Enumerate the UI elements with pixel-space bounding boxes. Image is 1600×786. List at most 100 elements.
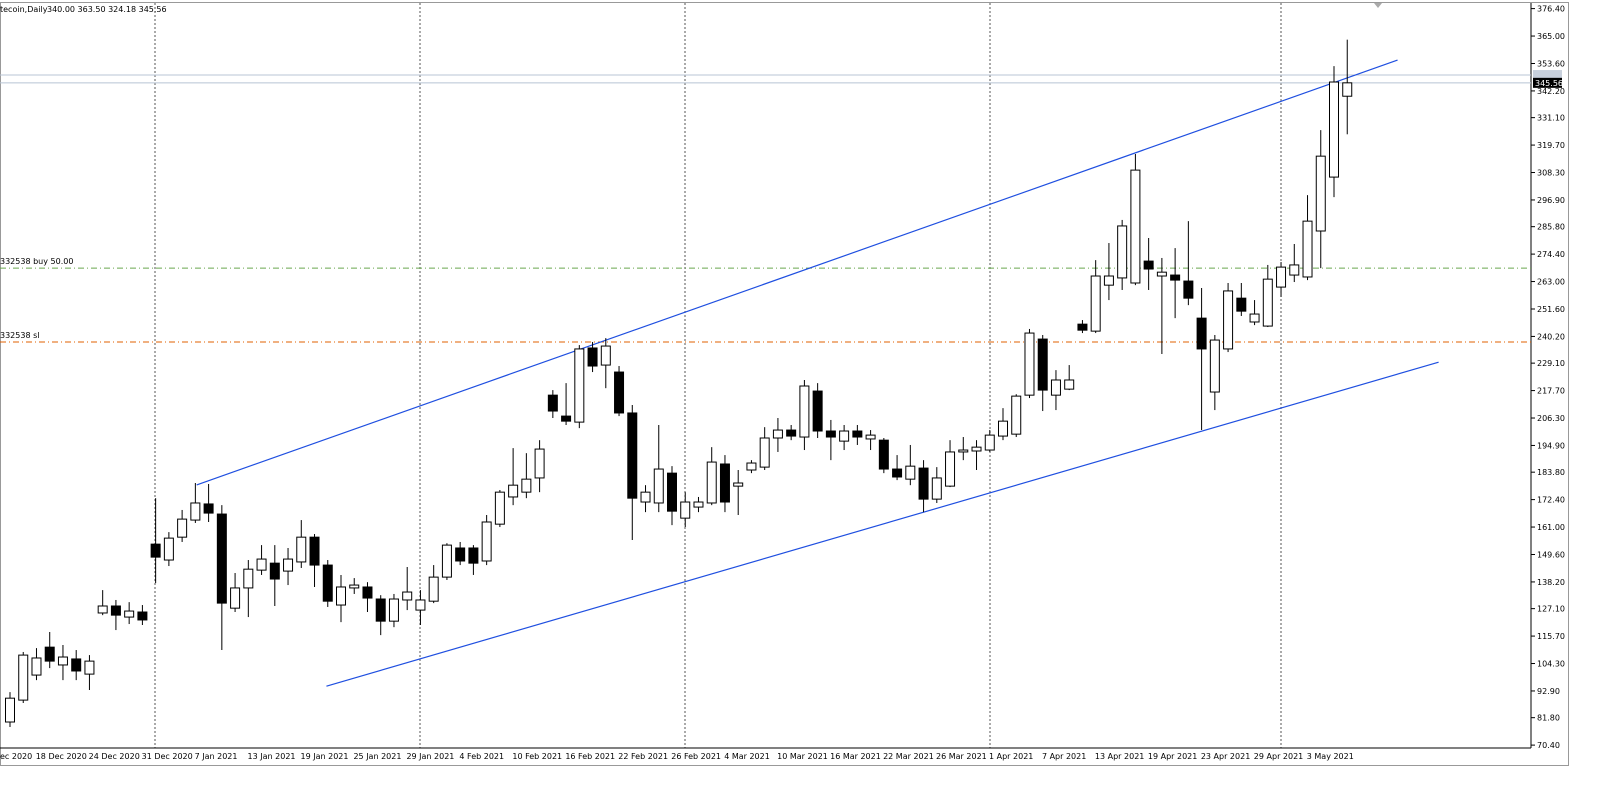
candle-body [230,587,241,609]
candle-body [931,477,942,500]
candle-body [243,568,254,589]
y-tick-label: 240.20 [1537,332,1565,341]
x-tick-label: 13 Jan 2021 [248,752,296,761]
candle-body [1077,323,1088,331]
x-tick-label: 16 Feb 2021 [565,752,615,761]
candle-body [772,429,783,439]
x-tick-label: 26 Mar 2021 [936,752,987,761]
candle-body [322,564,333,602]
candle-body [1302,220,1313,278]
candle-body [984,434,995,451]
candle-body [44,646,55,662]
candle-body [1156,271,1167,277]
y-tick-label: 183.80 [1537,468,1565,477]
x-tick-label: 26 Feb 2021 [671,752,721,761]
x-tick-label: 19 Apr 2021 [1148,752,1197,761]
x-tick-label: 10 Mar 2021 [777,752,828,761]
x-tick-label: 7 Apr 2021 [1042,752,1086,761]
candle-body [706,461,717,504]
ohlc-info: 340.00 363.50 324.18 345.56 [47,5,167,14]
candle-body [905,465,916,480]
y-tick-label: 115.70 [1537,632,1565,641]
y-tick-label: 251.60 [1537,305,1565,314]
candle-body [1315,155,1326,232]
trendline [196,59,1398,486]
x-tick-label: 31 Dec 2020 [142,752,193,761]
y-tick-label: 229.10 [1537,359,1565,368]
candle-body [455,547,466,562]
candle-body [1090,275,1101,332]
x-tick-label: ec 2020 [0,752,32,761]
candle-body [362,586,373,599]
candle-body [693,501,704,508]
candle-body [1329,81,1339,178]
candle-body [667,472,677,512]
candle-body [998,420,1008,437]
candle-body [124,610,135,618]
candle-body [627,412,638,499]
candle-body [415,599,426,611]
candle-body [1236,297,1247,312]
candle-body [1262,278,1273,327]
candle-body [309,536,320,566]
candle-body [971,446,982,452]
candle-body [150,543,161,558]
candle-body [865,434,876,440]
x-tick-label: 29 Apr 2021 [1254,752,1303,761]
y-tick-label: 353.60 [1537,59,1565,68]
candle-body [1064,379,1075,390]
candle-body [746,462,757,471]
candle-body [574,348,585,423]
candle-body [1143,260,1154,270]
candle-body [31,657,42,676]
candle-body [812,390,823,432]
candle-body [1050,379,1061,396]
candle-body [945,451,956,487]
candle-body [508,484,519,498]
candle-body [1196,317,1207,350]
y-tick-label: 138.20 [1537,578,1565,587]
candle-body [600,345,611,366]
y-tick-label: 127.10 [1537,605,1565,614]
y-tick-label: 342.20 [1537,87,1565,96]
candle-body [892,468,903,478]
y-tick-label: 149.60 [1537,550,1565,559]
candle-body [1170,274,1181,281]
x-tick-label: 25 Jan 2021 [353,752,401,761]
candle-body [481,521,492,562]
candle-body [958,449,969,453]
candle-body [1130,169,1141,284]
y-tick-label: 376.40 [1537,5,1565,14]
bid-label: 345.56 [1535,79,1563,88]
y-tick-label: 285.80 [1537,223,1565,232]
candle-body [441,544,452,578]
candle-body [269,562,280,580]
candle-body [733,482,744,487]
candle-body [1342,82,1353,97]
y-tick-label: 274.40 [1537,250,1565,259]
x-tick-label: 1 Apr 2021 [989,752,1033,761]
y-tick-label: 194.90 [1537,441,1565,450]
x-tick-label: 10 Feb 2021 [512,752,562,761]
chart-title: tecoin,Daily [0,5,48,14]
candle-body [1183,280,1194,299]
y-tick-label: 217.70 [1537,387,1565,396]
y-tick-label: 263.00 [1537,278,1565,287]
candle-body [5,697,15,723]
candle-body [256,558,267,571]
candle-body [759,437,770,468]
candle-body [786,429,797,437]
candle-body [190,502,201,521]
y-tick-label: 172.40 [1537,496,1565,505]
candle-body [137,611,148,621]
frame [0,2,1569,766]
candle-body [640,491,651,503]
x-tick-label: 7 Jan 2021 [195,752,238,761]
candle-body [878,439,889,470]
candle-body [1103,275,1114,286]
order-label: 332538 sl [0,331,39,340]
y-tick-label: 70.40 [1537,741,1560,750]
y-tick-label: 319.70 [1537,141,1565,150]
